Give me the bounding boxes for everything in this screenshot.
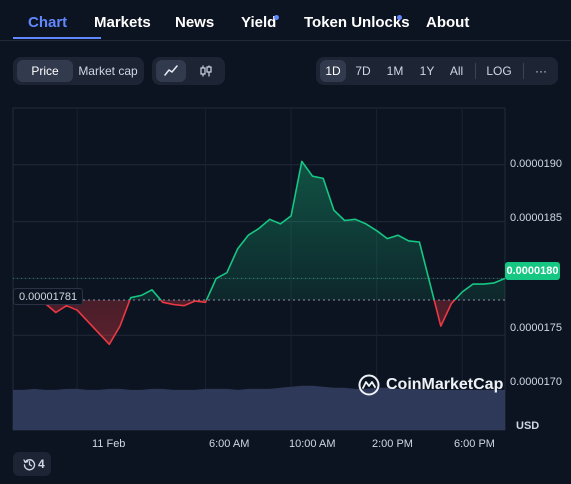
range-1m-button[interactable]: 1M [386, 64, 404, 78]
tab-bar: Chart Markets News Yield Token Unlocks A… [0, 0, 571, 41]
tab-chart[interactable]: Chart [28, 14, 68, 31]
coinmarketcap-logo-icon [358, 374, 380, 396]
more-divider [523, 63, 524, 79]
range-1d-button[interactable]: 1D [320, 60, 346, 82]
line-chart-button[interactable] [156, 60, 186, 82]
log-scale-button[interactable]: LOG [486, 64, 512, 78]
y-tick-label: 0.0000170 [510, 376, 562, 388]
watermark-text: CoinMarketCap [386, 376, 504, 393]
range-selector: 1D 7D 1M 1Y All LOG ··· [316, 57, 558, 85]
y-tick-label: 0.0000175 [510, 322, 562, 334]
candlestick-chart-button[interactable] [190, 60, 221, 82]
token-unlocks-new-dot [397, 15, 402, 20]
tab-about[interactable]: About [426, 14, 470, 31]
chart-type-toggle [152, 57, 225, 85]
active-tab-underline [13, 37, 101, 39]
tab-news[interactable]: News [175, 14, 215, 31]
price-line-down [38, 299, 456, 346]
range-all-button[interactable]: All [449, 64, 464, 78]
line-chart-icon [164, 65, 178, 76]
area-below-open [13, 299, 505, 345]
y-tick-label: 0.0000185 [510, 212, 562, 224]
range-7d-button[interactable]: 7D [355, 64, 371, 78]
more-options-button[interactable]: ··· [535, 64, 547, 78]
coinmarketcap-watermark: CoinMarketCap [358, 373, 503, 397]
view-toggle: Price Market cap [13, 57, 144, 85]
market-cap-view-button[interactable]: Market cap [78, 64, 138, 78]
tab-yield[interactable]: Yield [241, 14, 277, 31]
candlestick-icon [199, 65, 212, 77]
tab-token-unlocks[interactable]: Token Unlocks [304, 14, 410, 31]
history-count: 4 [38, 457, 45, 471]
x-tick-label: 6:00 PM [454, 438, 495, 450]
price-view-button[interactable]: Price [17, 60, 73, 82]
tab-markets[interactable]: Markets [94, 14, 151, 31]
current-price-tag: 0.0000180 [505, 262, 560, 280]
x-tick-label: 6:00 AM [209, 438, 250, 450]
currency-label: USD [516, 420, 540, 432]
range-1y-button[interactable]: 1Y [419, 64, 435, 78]
range-divider [475, 63, 476, 79]
x-tick-label: 10:00 AM [289, 438, 336, 450]
x-tick-label: 11 Feb [92, 438, 126, 450]
history-icon [23, 459, 36, 471]
history-button[interactable]: 4 [13, 452, 51, 476]
price-line-up [12, 160, 506, 300]
area-above-open [13, 161, 505, 300]
y-tick-label: 0.0000190 [510, 158, 562, 170]
open-price-label: 0.00001781 [13, 288, 84, 305]
x-tick-label: 2:00 PM [372, 438, 413, 450]
yield-new-dot [274, 15, 279, 20]
